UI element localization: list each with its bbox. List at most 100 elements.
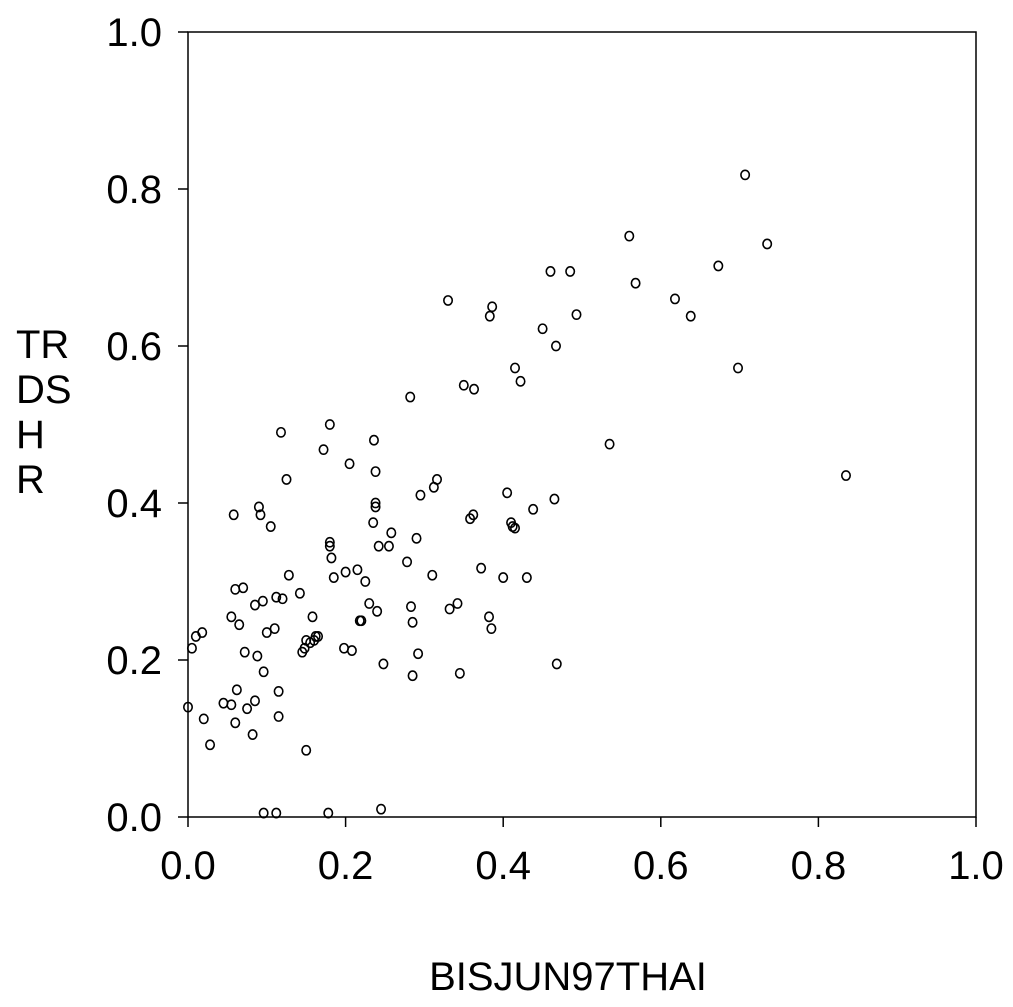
- scatter-point: [231, 684, 242, 696]
- scatter-point: [368, 434, 379, 446]
- scatter-point: [249, 599, 260, 611]
- scatter-point: [218, 697, 229, 709]
- scatter-point: [370, 497, 381, 509]
- scatter-point: [230, 717, 241, 729]
- scatter-point: [352, 564, 363, 576]
- scatter-point: [427, 569, 438, 581]
- scatter-point: [324, 540, 335, 552]
- x-axis-title: BISJUN97THAI: [429, 955, 707, 999]
- scatter-point: [624, 230, 635, 242]
- scatter-point: [242, 703, 253, 715]
- scatter-point: [238, 582, 249, 594]
- scatter-point: [840, 470, 851, 481]
- scatter-point: [713, 260, 724, 272]
- scatter-point: [413, 648, 424, 660]
- scatter-point: [487, 301, 498, 313]
- scatter-point: [258, 666, 269, 678]
- scatter-point: [469, 383, 480, 395]
- scatter-point: [265, 521, 276, 532]
- scatter-point: [565, 266, 576, 277]
- scatter-point: [364, 598, 375, 609]
- y-axis-title-line: TR: [16, 323, 69, 367]
- x-tick-label: 0.4: [475, 844, 531, 888]
- scatter-point: [454, 667, 465, 679]
- scatter-point: [510, 522, 521, 534]
- scatter-point: [253, 501, 264, 513]
- scatter-point: [669, 293, 680, 305]
- x-tick-label: 0.2: [318, 844, 374, 888]
- scatter-point: [373, 540, 384, 552]
- y-tick-label: 0.6: [106, 325, 162, 369]
- y-axis-title-line: R: [16, 458, 45, 502]
- scatter-point: [324, 536, 335, 548]
- scatter-point: [432, 474, 443, 485]
- y-tick-label: 0.4: [106, 482, 162, 526]
- scatter-point: [411, 532, 422, 544]
- x-tick-label: 1.0: [948, 844, 1004, 888]
- scatter-point: [510, 362, 521, 374]
- scatter-point: [294, 587, 305, 599]
- scatter-point: [528, 503, 539, 515]
- scatter-point: [386, 527, 397, 539]
- scatter-point: [197, 627, 208, 638]
- y-tick-label: 1.0: [106, 11, 162, 55]
- scatter-point: [550, 340, 561, 352]
- scatter-point: [571, 309, 582, 320]
- scatter-point: [515, 375, 526, 387]
- y-axis-title-line: H: [16, 413, 45, 457]
- scatter-point: [360, 576, 371, 587]
- scatter-point: [271, 807, 282, 819]
- scatter-point: [226, 699, 237, 711]
- y-tick-label: 0.0: [106, 796, 162, 840]
- scatter-point: [275, 426, 286, 438]
- scatter-point: [452, 598, 463, 609]
- scatter-point: [226, 611, 237, 623]
- scatter-point: [271, 591, 282, 603]
- scatter-point: [498, 572, 509, 583]
- scatter-point: [604, 438, 615, 450]
- scatter-point: [486, 623, 497, 634]
- scatter-point: [183, 701, 194, 713]
- scatter-point: [255, 509, 266, 521]
- scatter-point: [307, 611, 318, 623]
- scatter-point: [249, 695, 260, 707]
- scatter-point: [458, 379, 469, 391]
- plot-frame: [187, 31, 977, 818]
- scatter-point: [468, 509, 479, 521]
- scatter-point: [402, 556, 413, 568]
- scatter-point: [273, 711, 284, 722]
- scatter-point: [444, 603, 455, 615]
- scatter-point: [407, 670, 418, 682]
- scatter-point: [328, 572, 339, 583]
- x-tick-label: 0.6: [633, 844, 689, 888]
- y-axis-title-line: DS: [16, 368, 72, 412]
- scatter-point: [299, 642, 310, 654]
- scatter-point: [407, 616, 418, 628]
- scatter-point: [685, 310, 696, 322]
- scatter-point: [228, 509, 239, 521]
- scatter-point: [324, 419, 335, 430]
- scatter-point: [630, 277, 641, 289]
- scatter-point: [370, 501, 381, 513]
- scatter-point: [261, 627, 272, 638]
- scatter-point: [323, 807, 334, 819]
- scatter-point: [372, 605, 383, 617]
- scatter-point: [537, 323, 548, 335]
- scatter-point: [340, 566, 351, 578]
- scatter-point: [370, 466, 381, 477]
- x-tick-label: 0.8: [791, 844, 847, 888]
- scatter-point: [356, 615, 367, 627]
- scatter-point: [476, 562, 487, 574]
- y-tick-label: 0.2: [106, 639, 162, 683]
- x-tick-label: 0.0: [160, 844, 216, 888]
- scatter-point: [378, 658, 389, 670]
- scatter-point: [406, 601, 417, 613]
- scatter-point: [198, 713, 209, 725]
- scatter-point: [258, 807, 269, 819]
- scatter-point: [484, 611, 495, 623]
- scatter-point: [549, 493, 560, 505]
- scatter-point: [405, 391, 416, 403]
- scatter-point: [502, 487, 513, 499]
- scatter-point: [415, 489, 426, 501]
